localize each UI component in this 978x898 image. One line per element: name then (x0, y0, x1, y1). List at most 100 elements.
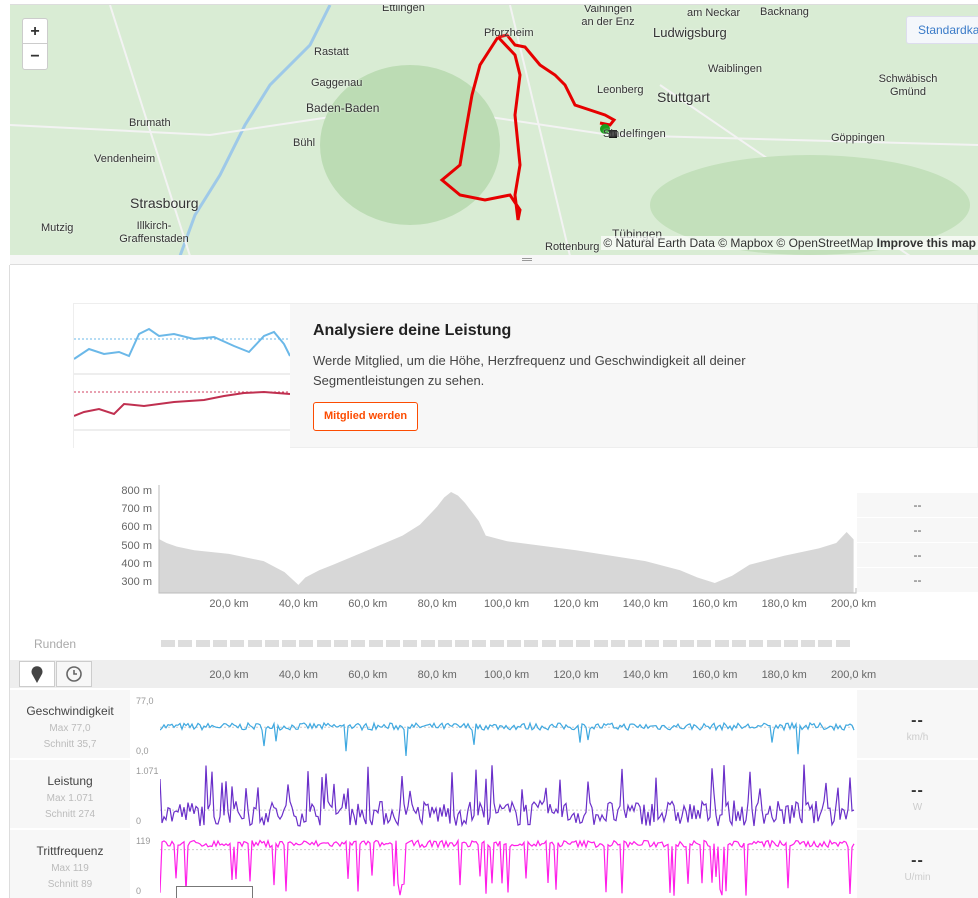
lap-segment[interactable] (818, 640, 833, 647)
city-label: Bühl (293, 137, 316, 149)
city-label: am Neckar (687, 7, 741, 19)
stream-chart[interactable] (160, 690, 857, 758)
city-label: Baden-Baden (306, 101, 380, 115)
lap-segment[interactable] (212, 640, 227, 647)
stream-axis-bar (10, 660, 978, 688)
lap-segment[interactable] (334, 640, 348, 647)
lap-segment[interactable] (783, 640, 798, 647)
stream-y-min: 0,0 (136, 746, 149, 756)
x-tick-label: 40,0 km (278, 669, 318, 681)
grip-icon (522, 258, 532, 261)
finish-flag-icon (609, 130, 617, 138)
lap-segment[interactable] (645, 640, 660, 647)
lap-segment[interactable] (437, 640, 452, 647)
y-tick-label: 700 m (121, 503, 152, 516)
stream-name: Leistung (47, 774, 93, 788)
lap-segment[interactable] (489, 640, 504, 647)
city-label: Göppingen (831, 132, 885, 144)
lap-segment[interactable] (801, 640, 816, 647)
lap-segment[interactable] (403, 640, 418, 647)
x-tick-label: 140,0 km (622, 669, 669, 681)
stream-row-u-min: Trittfrequenz Max 119 Schnitt 89 119 0 -- U/… (10, 830, 978, 898)
stream-max: Max 119 (51, 863, 89, 874)
resize-handle[interactable] (10, 255, 978, 265)
lap-segment[interactable] (576, 640, 591, 647)
city-label: Vaihingen an der Enz (581, 4, 635, 28)
stream-value-box: -- U/min (857, 830, 978, 898)
stream-y-min: 0 (136, 816, 142, 826)
lap-segment[interactable] (264, 640, 279, 647)
x-tick-label: 180,0 km (761, 669, 807, 681)
lap-segment[interactable] (507, 640, 521, 647)
lap-segment[interactable] (697, 640, 712, 647)
stream-unit: km/h (906, 732, 929, 743)
city-label: Rottenburg (545, 241, 600, 253)
map-terrain (10, 5, 978, 255)
lap-segment[interactable] (455, 640, 470, 647)
lap-segment[interactable] (230, 640, 245, 647)
stream-name: Trittfrequenz (36, 844, 104, 858)
elevation-chart[interactable] (0, 480, 860, 610)
time-toggle[interactable] (56, 661, 92, 687)
map-type-button[interactable]: Standardkarte (906, 16, 978, 44)
lap-segment[interactable] (766, 640, 781, 647)
left-gutter (0, 265, 10, 898)
stream-max: Max 77,0 (49, 723, 91, 734)
lap-segment[interactable] (161, 640, 175, 647)
lap-segment[interactable] (178, 640, 193, 647)
lap-segment[interactable] (610, 640, 625, 647)
upsell-card: Analysiere deine Leistung Werde Mitglied… (73, 303, 978, 449)
x-tick-label: 20,0 km (209, 669, 249, 681)
stream-value: -- (911, 852, 924, 869)
city-label: Schwäbisch Gmünd (878, 73, 938, 98)
lap-segment[interactable] (195, 640, 210, 647)
route-map[interactable]: Ettlingen Vaihingen an der Enz am Neckar… (10, 4, 978, 255)
x-tick-label: 20,0 km (209, 598, 249, 610)
elevation-area (159, 492, 854, 593)
stream-chart[interactable] (160, 830, 857, 898)
lap-segment[interactable] (714, 640, 729, 647)
zoom-controls: + − (22, 18, 48, 70)
lap-segment[interactable] (385, 640, 400, 647)
attribution-text[interactable]: © Natural Earth Data © Mapbox © OpenStre… (603, 236, 874, 250)
lap-segment[interactable] (316, 640, 331, 647)
lap-segment[interactable] (749, 640, 764, 647)
lap-segment[interactable] (282, 640, 297, 647)
city-label: Vendenheim (94, 153, 156, 165)
lap-segment[interactable] (524, 640, 539, 647)
route-line (439, 33, 617, 221)
zoom-in-button[interactable]: + (23, 19, 47, 44)
sample-charts-image (74, 304, 290, 449)
x-tick-label: 40,0 km (278, 598, 318, 610)
clock-icon (66, 666, 82, 682)
improve-map-link[interactable]: Improve this map (876, 236, 976, 250)
elevation-stat: -- (857, 543, 978, 567)
lap-segment[interactable] (299, 640, 314, 647)
y-tick-label: 500 m (121, 539, 152, 552)
x-tick-label: 140,0 km (622, 598, 669, 610)
lap-segment[interactable] (368, 640, 383, 647)
zoom-out-button[interactable]: − (30, 48, 40, 65)
elevation-stat: -- (857, 493, 978, 517)
lap-segment[interactable] (247, 640, 262, 647)
lap-segment[interactable] (351, 640, 366, 647)
distance-toggle[interactable] (19, 661, 55, 687)
stream-label: Trittfrequenz Max 119 Schnitt 89 (10, 830, 130, 898)
become-member-button[interactable]: Mitglied werden (313, 402, 419, 431)
stream-chart[interactable] (160, 760, 857, 828)
lap-segment[interactable] (835, 640, 850, 647)
lap-segment[interactable] (680, 640, 694, 647)
lap-segment[interactable] (628, 640, 643, 647)
lap-segment[interactable] (593, 640, 608, 647)
lap-segment[interactable] (541, 640, 556, 647)
city-label: Sindelfingen (603, 128, 666, 140)
x-tick-label: 120,0 km (553, 598, 599, 610)
stream-y-min: 0 (136, 886, 142, 896)
lap-segment[interactable] (472, 640, 487, 647)
lap-segment[interactable] (558, 640, 573, 647)
city-label: Ludwigsburg (653, 25, 727, 40)
city-label: Rastatt (314, 46, 349, 58)
lap-segment[interactable] (420, 640, 435, 647)
lap-segment[interactable] (662, 640, 677, 647)
lap-segment[interactable] (731, 640, 746, 647)
